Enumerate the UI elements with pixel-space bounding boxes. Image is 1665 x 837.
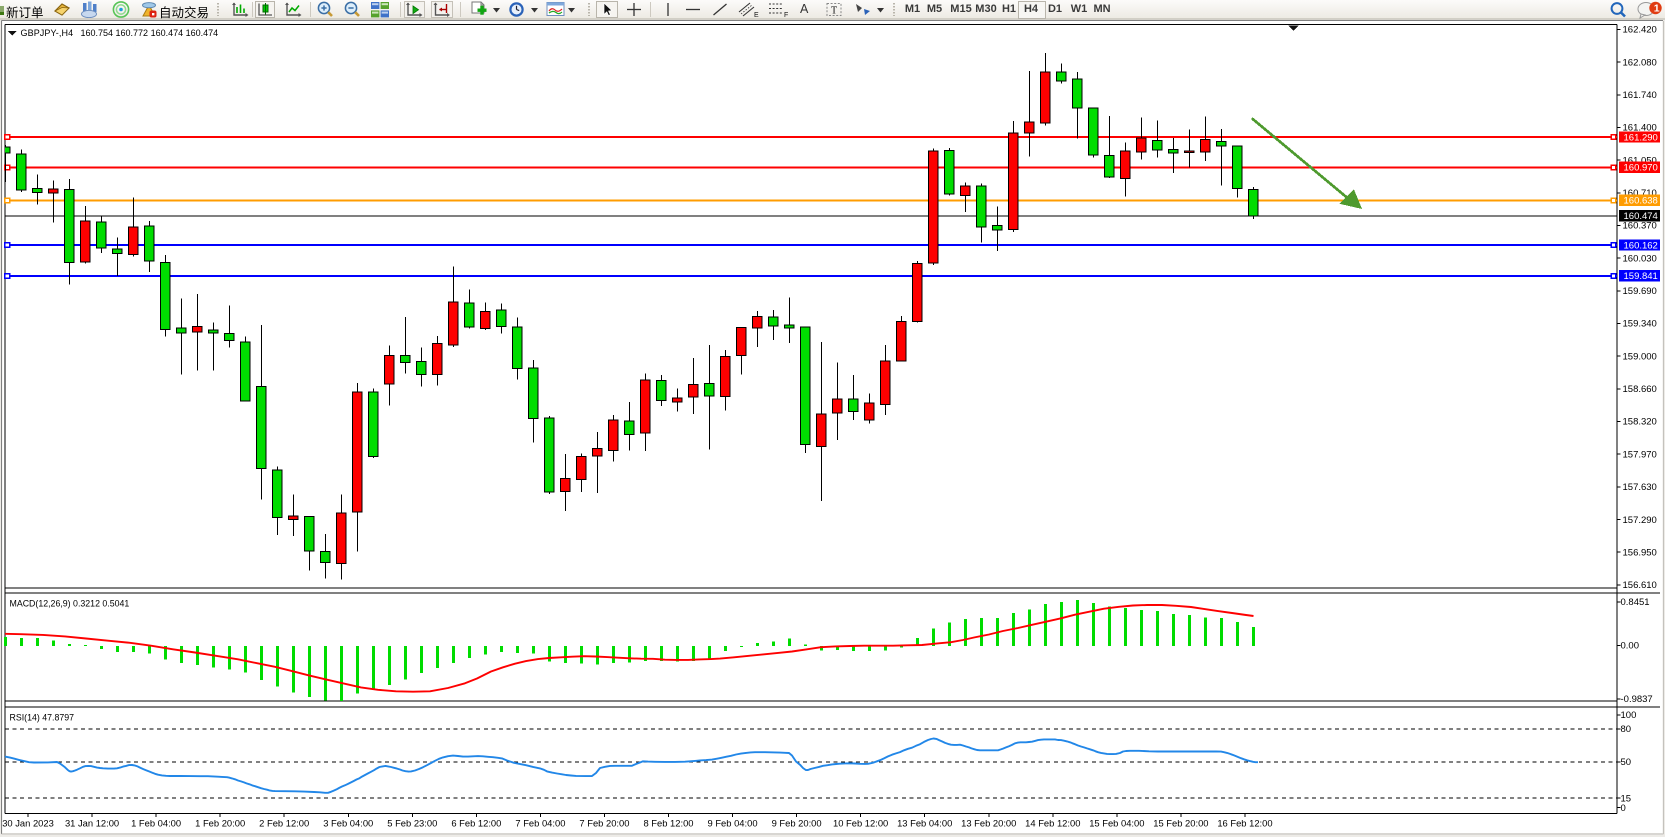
svg-text:MACD(12,26,9) 0.3212 0.5041: MACD(12,26,9) 0.3212 0.5041 (10, 599, 130, 609)
svg-text:6 Feb 12:00: 6 Feb 12:00 (451, 818, 501, 829)
svg-text:157.630: 157.630 (1623, 482, 1657, 493)
svg-text:160.710: 160.710 (1623, 188, 1657, 199)
svg-text:161.740: 161.740 (1623, 90, 1657, 101)
svg-text:0: 0 (1621, 803, 1626, 814)
svg-text:159.690: 159.690 (1623, 286, 1657, 297)
svg-text:161.400: 161.400 (1623, 123, 1657, 134)
svg-text:160.970: 160.970 (1624, 163, 1658, 174)
svg-text:7 Feb 20:00: 7 Feb 20:00 (579, 818, 629, 829)
svg-text:31 Jan 12:00: 31 Jan 12:00 (65, 818, 119, 829)
svg-text:160.162: 160.162 (1624, 240, 1658, 251)
svg-text:1 Feb 04:00: 1 Feb 04:00 (131, 818, 181, 829)
svg-text:0.00: 0.00 (1621, 641, 1640, 652)
svg-text:14 Feb 12:00: 14 Feb 12:00 (1025, 818, 1080, 829)
svg-text:8 Feb 12:00: 8 Feb 12:00 (643, 818, 693, 829)
svg-text:159.841: 159.841 (1624, 271, 1658, 282)
svg-text:1: 1 (1654, 3, 1660, 15)
svg-text:100: 100 (1621, 710, 1637, 721)
svg-text:162.080: 162.080 (1623, 57, 1657, 68)
svg-text:161.050: 161.050 (1623, 155, 1657, 166)
svg-text:GBPJPY-,H4: GBPJPY-,H4 (21, 28, 74, 38)
svg-text:15 Feb 04:00: 15 Feb 04:00 (1089, 818, 1144, 829)
svg-text:158.660: 158.660 (1623, 384, 1657, 395)
svg-text:9 Feb 20:00: 9 Feb 20:00 (772, 818, 822, 829)
svg-text:156.950: 156.950 (1623, 547, 1657, 558)
svg-text:50: 50 (1621, 757, 1632, 768)
svg-text:160.638: 160.638 (1624, 196, 1658, 207)
svg-text:160.474: 160.474 (1624, 211, 1658, 222)
svg-text:10 Feb 12:00: 10 Feb 12:00 (833, 818, 888, 829)
svg-text:3 Feb 04:00: 3 Feb 04:00 (323, 818, 373, 829)
svg-text:0.8451: 0.8451 (1621, 597, 1650, 608)
svg-text:-0.9837: -0.9837 (1621, 694, 1653, 705)
svg-text:RSI(14) 47.8797: RSI(14) 47.8797 (10, 713, 75, 723)
svg-text:156.610: 156.610 (1623, 580, 1657, 591)
svg-text:157.290: 157.290 (1623, 515, 1657, 526)
svg-text:7 Feb 04:00: 7 Feb 04:00 (515, 818, 565, 829)
svg-text:5 Feb 23:00: 5 Feb 23:00 (387, 818, 437, 829)
svg-text:13 Feb 20:00: 13 Feb 20:00 (961, 818, 1016, 829)
svg-text:160.370: 160.370 (1623, 221, 1657, 232)
svg-text:157.970: 157.970 (1623, 449, 1657, 460)
svg-text:158.320: 158.320 (1623, 417, 1657, 428)
svg-text:1 Feb 20:00: 1 Feb 20:00 (195, 818, 245, 829)
svg-text:T: T (831, 6, 837, 17)
svg-text:16 Feb 12:00: 16 Feb 12:00 (1217, 818, 1272, 829)
svg-text:160.754 160.772 160.474 160.47: 160.754 160.772 160.474 160.474 (81, 28, 219, 38)
svg-text:15 Feb 20:00: 15 Feb 20:00 (1153, 818, 1208, 829)
svg-text:160.030: 160.030 (1623, 253, 1657, 264)
svg-text:161.290: 161.290 (1624, 132, 1658, 143)
svg-text:15: 15 (1621, 793, 1632, 804)
svg-text:13 Feb 04:00: 13 Feb 04:00 (897, 818, 952, 829)
svg-text:159.000: 159.000 (1623, 351, 1657, 362)
svg-text:E: E (754, 12, 759, 18)
svg-text:162.420: 162.420 (1623, 25, 1657, 36)
svg-text:F: F (784, 12, 788, 18)
svg-text:9 Feb 04:00: 9 Feb 04:00 (708, 818, 758, 829)
svg-text:159.340: 159.340 (1623, 319, 1657, 330)
svg-text:30 Jan 2023: 30 Jan 2023 (2, 818, 54, 829)
svg-text:80: 80 (1621, 724, 1632, 735)
svg-text:2 Feb 12:00: 2 Feb 12:00 (259, 818, 309, 829)
